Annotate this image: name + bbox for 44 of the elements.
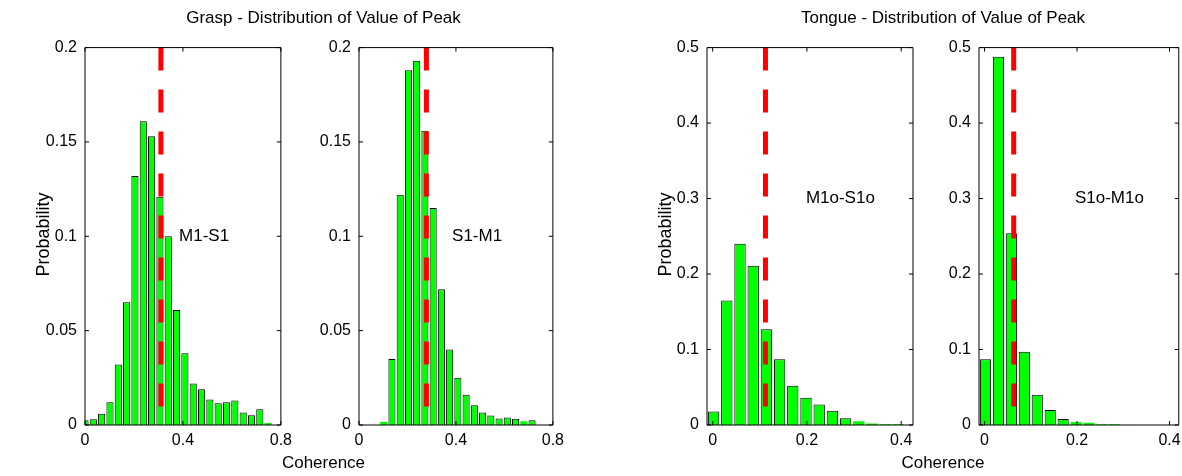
y-tick-label: 0.1 [54,226,78,244]
annotation: M1o-S1o [805,188,875,208]
x-tick-label: 0.2 [795,431,819,449]
chart-title: Tongue - Distribution of Value of Peak [799,8,1087,28]
x-tick-label: 0.4 [890,431,913,449]
annotation: S1o-M1o [1074,188,1144,208]
x-tick-label: 0.4 [1158,431,1181,449]
annotation: S1-M1 [452,225,503,245]
x-tick-label: 0.4 [444,431,468,449]
y-tick-label: 0.2 [54,38,78,56]
y-tick-label: 0.15 [319,132,352,150]
x-tick-label: 0 [354,431,364,449]
y-tick-label: 0.3 [676,188,700,206]
y-tick-label: 0.5 [948,38,972,56]
x-axis-title: Coherence [280,453,367,473]
y-tick-label: 0.2 [328,38,352,56]
y-tick-label: 0 [342,415,352,433]
annotation: M1-S1 [179,225,230,245]
y-tick-label: 0 [962,415,972,433]
x-tick-label: 0 [80,431,90,449]
x-tick-label: 0.8 [269,431,293,449]
x-tick-label: 0 [708,431,718,449]
y-tick-label: 0.4 [676,113,700,131]
text: Grasp - Distribution of Value of Peak [185,8,462,28]
y-tick-label: 0.1 [676,339,700,357]
y-tick-label: 0.1 [948,339,972,357]
x-tick-label: 0 [980,431,990,449]
x-tick-label: 0.4 [171,431,195,449]
y-tick-label: 0.2 [676,264,700,282]
y-tick-label: 0 [690,415,700,433]
y-tick-label: 0.05 [45,321,78,339]
y-tick-label: 0.5 [676,38,700,56]
y-tick-label: 0.2 [948,264,972,282]
y-tick-label: 0.3 [948,188,972,206]
y-tick-label: 0.4 [948,113,972,131]
y-tick-label: 0.15 [45,132,78,150]
x-axis-title: Coherence [900,453,986,473]
y-tick-label: 0 [68,415,78,433]
y-axis-title: Probability [654,191,676,279]
x-tick-label: 0.2 [1065,431,1089,449]
x-tick-label: 0.8 [541,431,565,449]
y-axis-title: Probability [32,191,53,277]
y-tick-label: 0.1 [328,226,352,244]
y-tick-label: 0.05 [319,321,352,339]
